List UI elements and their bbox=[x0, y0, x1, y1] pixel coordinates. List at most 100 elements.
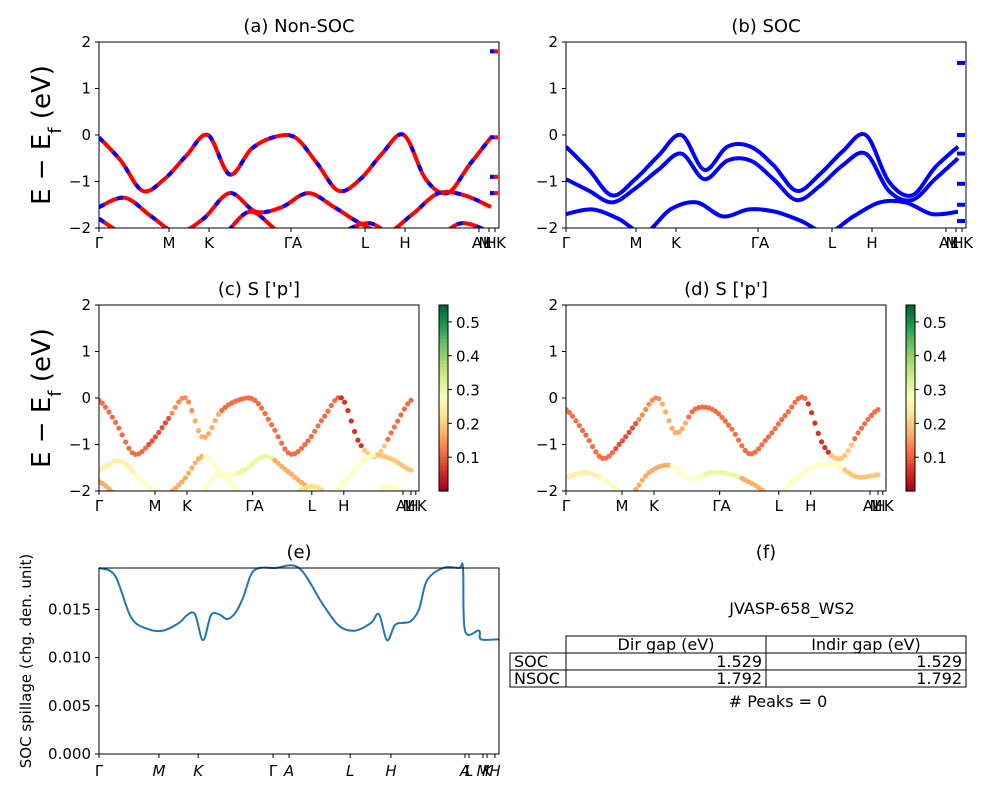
ytick-label: 0 bbox=[81, 126, 91, 144]
weight-point bbox=[666, 418, 672, 424]
xtick-label: K bbox=[417, 497, 428, 515]
weight-point bbox=[116, 425, 122, 431]
weight-point bbox=[335, 485, 341, 491]
weight-point bbox=[732, 431, 738, 437]
weight-point bbox=[212, 463, 218, 469]
weight-point bbox=[590, 443, 596, 450]
xtick-label: M bbox=[946, 234, 959, 252]
weight-point bbox=[126, 500, 131, 505]
colorbar-segment bbox=[439, 363, 448, 368]
colorbar-tick-label: 0.2 bbox=[923, 415, 947, 433]
colorbar-segment bbox=[906, 401, 915, 405]
weight-point bbox=[342, 478, 348, 484]
weight-point bbox=[252, 397, 258, 403]
weight-point bbox=[106, 409, 112, 415]
weight-point bbox=[302, 442, 308, 448]
colorbar-segment bbox=[439, 354, 448, 359]
colorbar-segment bbox=[906, 354, 915, 359]
weight-point bbox=[669, 425, 675, 431]
colorbar-segment bbox=[439, 308, 448, 312]
weight-point bbox=[332, 500, 337, 505]
weight-point bbox=[766, 492, 771, 497]
colorbar-segment bbox=[439, 367, 448, 371]
colorbar-segment bbox=[439, 450, 448, 455]
colorbar-segment bbox=[906, 404, 915, 408]
colorbar-segment bbox=[439, 422, 448, 427]
xtick-label: A bbox=[459, 762, 470, 780]
ytick-label: −2 bbox=[69, 482, 91, 500]
band-lines bbox=[566, 60, 965, 228]
colorbar-segment bbox=[439, 425, 448, 430]
colorbar-segment bbox=[906, 332, 915, 337]
weight-point bbox=[769, 430, 775, 436]
ytick-label: −2 bbox=[69, 219, 91, 237]
xtick-label: M bbox=[149, 497, 162, 515]
panel-e: (e) SOC spillage (chg. den. unit) 0.015 0… bbox=[17, 542, 501, 780]
xtick-label: K bbox=[182, 497, 193, 515]
colorbar-segment bbox=[906, 450, 915, 455]
weight-point bbox=[609, 482, 616, 488]
colorbar-segment bbox=[439, 376, 448, 380]
colorbar-segment bbox=[439, 438, 448, 442]
weight-point bbox=[573, 418, 579, 424]
weight-point bbox=[196, 495, 201, 500]
weight-point bbox=[192, 460, 198, 466]
weight-point bbox=[355, 504, 360, 509]
xtick-label: A bbox=[863, 497, 874, 515]
weight-point bbox=[762, 438, 768, 444]
colorbar-segment bbox=[906, 345, 915, 349]
xtick-label: M bbox=[403, 497, 416, 515]
weight-point bbox=[269, 502, 274, 507]
weight-point bbox=[189, 465, 195, 471]
weight-point bbox=[275, 434, 281, 440]
xtick-label: M bbox=[630, 234, 643, 252]
panel-c-frame bbox=[98, 304, 420, 492]
ytick-label: −2 bbox=[536, 482, 558, 500]
colorbar-segment bbox=[439, 326, 448, 331]
xtick-label: M bbox=[616, 497, 629, 515]
weight-point bbox=[215, 467, 222, 474]
ytick-label: 1 bbox=[548, 80, 558, 98]
colorbar-segment bbox=[906, 388, 915, 393]
ytick-label: 2 bbox=[81, 33, 91, 51]
xtick-label: Γ bbox=[269, 762, 278, 780]
xtick-label: H bbox=[385, 762, 396, 780]
weight-point bbox=[752, 449, 758, 455]
weight-point bbox=[789, 404, 795, 410]
weight-point bbox=[255, 401, 261, 407]
weight-point bbox=[315, 423, 321, 429]
weight-point bbox=[398, 488, 404, 491]
weight-point bbox=[113, 492, 118, 497]
xtick-label: H bbox=[485, 234, 496, 252]
weight-point bbox=[205, 431, 212, 437]
weight-point bbox=[282, 496, 287, 501]
weight-point bbox=[875, 472, 881, 478]
band-1 bbox=[566, 132, 960, 198]
weight-point bbox=[352, 428, 358, 435]
weight-point bbox=[295, 448, 301, 455]
weight-point bbox=[182, 395, 188, 401]
colorbar-segment bbox=[906, 385, 915, 390]
weight-point bbox=[222, 474, 228, 480]
ytick-label: 0 bbox=[81, 389, 91, 407]
weight-point bbox=[636, 482, 642, 488]
panel-d-title: (d) S ['p'] bbox=[684, 279, 768, 300]
weight-point bbox=[196, 428, 202, 434]
weight-point bbox=[643, 473, 649, 479]
weight-point bbox=[279, 498, 284, 503]
weight-point bbox=[566, 409, 572, 415]
colorbar-segment bbox=[906, 348, 915, 353]
table-cell-value: 1.792 bbox=[916, 669, 962, 688]
weight-point bbox=[133, 502, 138, 507]
colorbar-segment bbox=[906, 320, 915, 325]
weight-point bbox=[609, 450, 616, 456]
weight-point bbox=[139, 448, 145, 455]
weight-point bbox=[759, 442, 765, 448]
weight-point bbox=[169, 493, 174, 498]
colorbar-segment bbox=[906, 323, 915, 328]
colorbar-segment bbox=[439, 379, 448, 384]
xtick-label: H bbox=[489, 762, 500, 780]
weight-point bbox=[408, 467, 414, 473]
gap-table: Dir gap (eV) Indir gap (eV) SOC 1.529 1.… bbox=[509, 635, 967, 688]
